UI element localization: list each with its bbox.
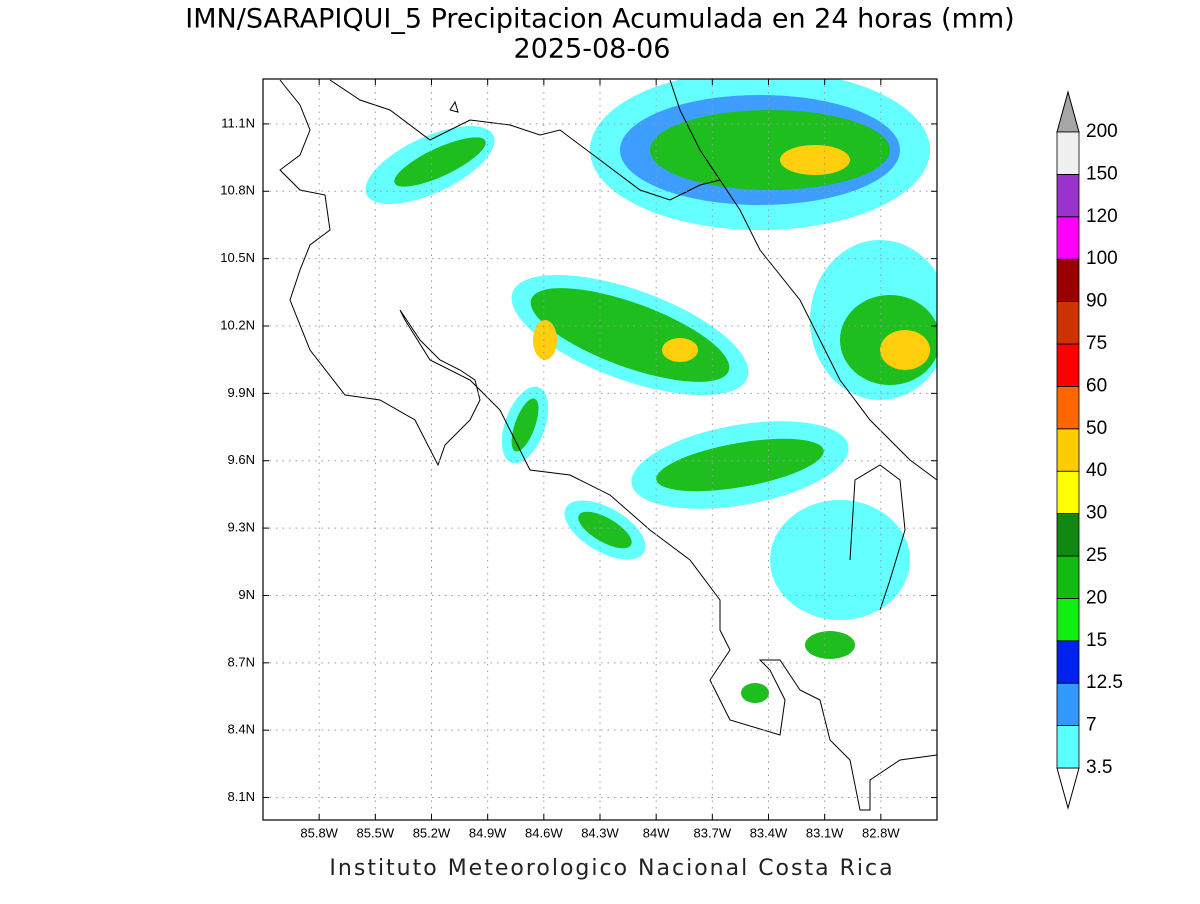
x-tick-label: 85.8W xyxy=(300,825,338,840)
colorbar-segment xyxy=(1056,343,1080,387)
colorbar-segment xyxy=(1056,682,1080,727)
y-tick-label: 10.2N xyxy=(220,317,255,332)
colorbar-label: 30 xyxy=(1086,503,1107,524)
y-tick-label: 9.6N xyxy=(228,452,255,467)
colorbar-label: 50 xyxy=(1086,418,1107,439)
colorbar-label: 7 xyxy=(1086,715,1097,736)
colorbar: 3.5 7 12.5 15 20 25 30 40 50 60 75 90 100 120 150 200 xyxy=(1056,90,1123,810)
colorbar-segment xyxy=(1056,428,1080,472)
x-tick-label: 83.7W xyxy=(694,825,732,840)
precip-field xyxy=(365,79,937,703)
colorbar-label: 75 xyxy=(1086,333,1107,354)
colorbar-segment xyxy=(1056,555,1080,599)
y-tick-label: 9.9N xyxy=(228,385,255,400)
colorbar-label: 200 xyxy=(1086,121,1118,142)
colorbar-under xyxy=(1056,767,1080,810)
colorbar-label: 15 xyxy=(1086,630,1107,651)
y-tick-label: 10.8N xyxy=(220,183,255,198)
title: IMN/SARAPIQUI_5 Precipitacion Acumulada … xyxy=(185,4,1014,35)
y-tick-label: 8.4N xyxy=(228,722,255,737)
colorbar-segment xyxy=(1056,258,1080,303)
colorbar-label: 90 xyxy=(1086,291,1107,312)
y-tick-label: 11.1N xyxy=(221,115,255,130)
x-tick-label: 82.8W xyxy=(862,825,900,840)
colorbar-label: 60 xyxy=(1086,375,1107,396)
y-tick-label: 9.3N xyxy=(228,520,255,535)
colorbar-label: 100 xyxy=(1086,248,1118,269)
colorbar-segment xyxy=(1056,385,1080,430)
x-tick-label: 84.9W xyxy=(469,825,507,840)
colorbar-segment xyxy=(1056,216,1080,260)
colorbar-label: 150 xyxy=(1086,163,1118,184)
colorbar-over xyxy=(1056,90,1080,133)
x-tick-label: 84W xyxy=(643,825,670,840)
axes: 85.8W 85.5W 85.2W 84.9W 84.6W 84.3W 84W 83.7W 83… xyxy=(220,79,937,840)
colorbar-label: 25 xyxy=(1086,545,1107,566)
colorbar-segment xyxy=(1056,470,1080,515)
x-tick-label: 85.5W xyxy=(357,825,395,840)
colorbar-label: 12.5 xyxy=(1086,672,1123,693)
coastline xyxy=(279,79,938,811)
colorbar-label: 3.5 xyxy=(1086,757,1112,778)
colorbar-segment xyxy=(1056,640,1080,684)
colorbar-segment xyxy=(1056,173,1080,218)
colorbar-label: 20 xyxy=(1086,587,1107,608)
colorbar-segment xyxy=(1056,513,1080,557)
y-tick-label: 8.7N xyxy=(228,654,255,669)
y-tick-label: 9N xyxy=(238,587,255,602)
colorbar-label: 40 xyxy=(1086,460,1107,481)
y-tick-label: 8.1N xyxy=(228,789,255,804)
colorbar-segment xyxy=(1056,598,1080,642)
x-tick-label: 83.4W xyxy=(750,825,788,840)
grid xyxy=(263,79,937,820)
colorbar-segment xyxy=(1056,301,1080,345)
x-tick-label: 84.3W xyxy=(581,825,619,840)
colorbar-segment xyxy=(1056,725,1080,769)
colorbar-segment xyxy=(1056,131,1080,175)
subtitle: 2025-08-06 xyxy=(514,34,671,65)
y-tick-label: 10.5N xyxy=(220,250,255,265)
colorbar-label: 120 xyxy=(1086,206,1118,227)
x-tick-label: 84.6W xyxy=(525,825,563,840)
x-tick-label: 85.2W xyxy=(413,825,451,840)
x-tick-label: 83.1W xyxy=(806,825,844,840)
footer: Instituto Meteorologico Nacional Costa R… xyxy=(329,856,894,881)
